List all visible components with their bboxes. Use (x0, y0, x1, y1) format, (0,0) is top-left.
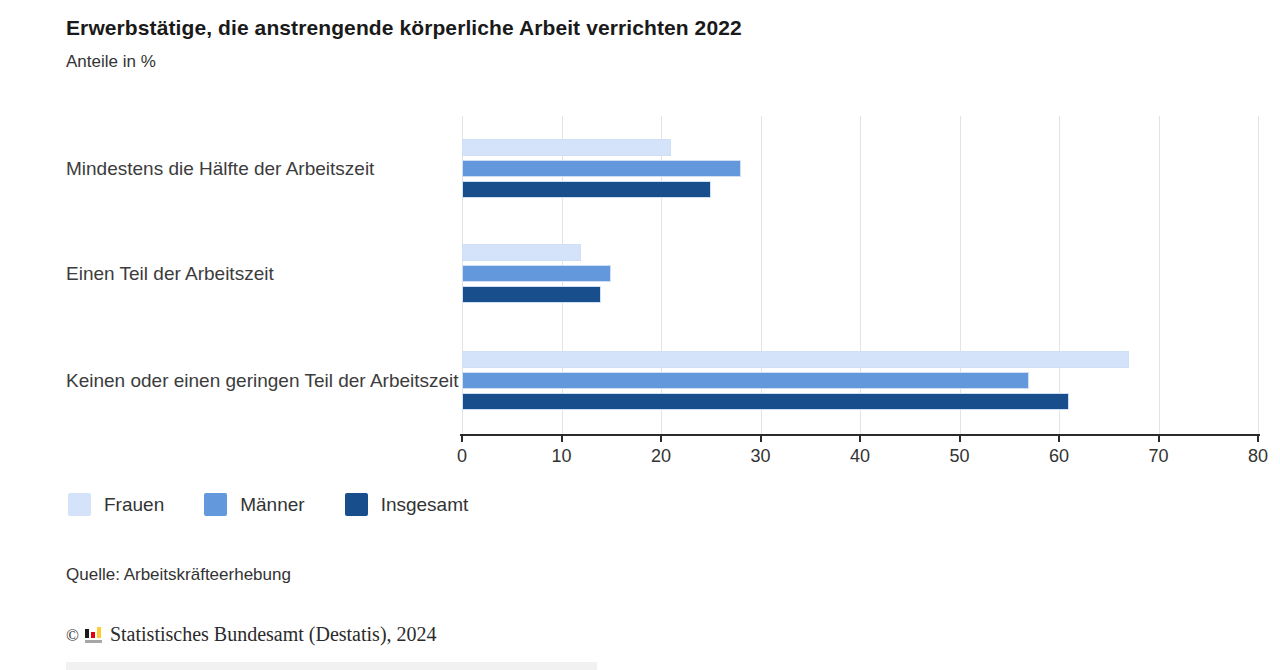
chart-title: Erwerbstätige, die anstrengende körperli… (66, 16, 742, 40)
gridline (1258, 116, 1259, 434)
axis-tick-label: 40 (850, 446, 870, 467)
axis-tick-label: 60 (1049, 446, 1069, 467)
source-note: Quelle: Arbeitskräfteerhebung (66, 565, 291, 585)
legend-label: Insgesamt (381, 494, 469, 516)
category-label: Keinen oder einen geringen Teil der Arbe… (66, 351, 462, 410)
chart-subtitle: Anteile in % (66, 52, 156, 72)
axis-tick-label: 30 (750, 446, 770, 467)
axis-tick-label: 20 (651, 446, 671, 467)
x-axis: 01020304050607080 (462, 446, 1258, 470)
x-axis-line (460, 434, 1260, 436)
axis-tick-label: 10 (551, 446, 571, 467)
bar-männer-2 (462, 372, 1029, 389)
bar-männer-0 (462, 160, 741, 177)
copyright-symbol: © (66, 626, 79, 646)
bar-frauen-1 (462, 244, 581, 261)
axis-tick-label: 0 (457, 446, 467, 467)
bar-insgesamt-1 (462, 286, 601, 303)
legend-label: Frauen (104, 494, 164, 516)
category-label: Mindestens die Hälfte der Arbeitszeit (66, 139, 462, 198)
bar-männer-1 (462, 265, 611, 282)
legend-item-männer: Männer (204, 493, 304, 516)
bar-frauen-0 (462, 139, 671, 156)
bar-insgesamt-2 (462, 393, 1069, 410)
chart-page: Erwerbstätige, die anstrengende körperli… (0, 0, 1280, 670)
legend-label: Männer (240, 494, 304, 516)
bottom-strip (66, 662, 597, 670)
axis-tick-label: 70 (1148, 446, 1168, 467)
category-label: Einen Teil der Arbeitszeit (66, 244, 462, 303)
copyright-line: © Statistisches Bundesamt (Destatis), 20… (66, 623, 437, 646)
legend: Frauen Männer Insgesamt (68, 493, 508, 516)
legend-swatch-icon (345, 493, 368, 516)
axis-tick-label: 80 (1248, 446, 1268, 467)
legend-swatch-icon (68, 493, 91, 516)
legend-swatch-icon (204, 493, 227, 516)
bar-frauen-2 (462, 351, 1129, 368)
destatis-logo-icon (85, 627, 103, 643)
legend-item-insgesamt: Insgesamt (345, 493, 469, 516)
copyright-text: Statistisches Bundesamt (Destatis), 2024 (110, 623, 437, 646)
bar-insgesamt-0 (462, 181, 711, 198)
gridline (1059, 116, 1060, 434)
plot-area (462, 116, 1258, 434)
legend-item-frauen: Frauen (68, 493, 164, 516)
gridline (1159, 116, 1160, 434)
axis-tick-label: 50 (949, 446, 969, 467)
